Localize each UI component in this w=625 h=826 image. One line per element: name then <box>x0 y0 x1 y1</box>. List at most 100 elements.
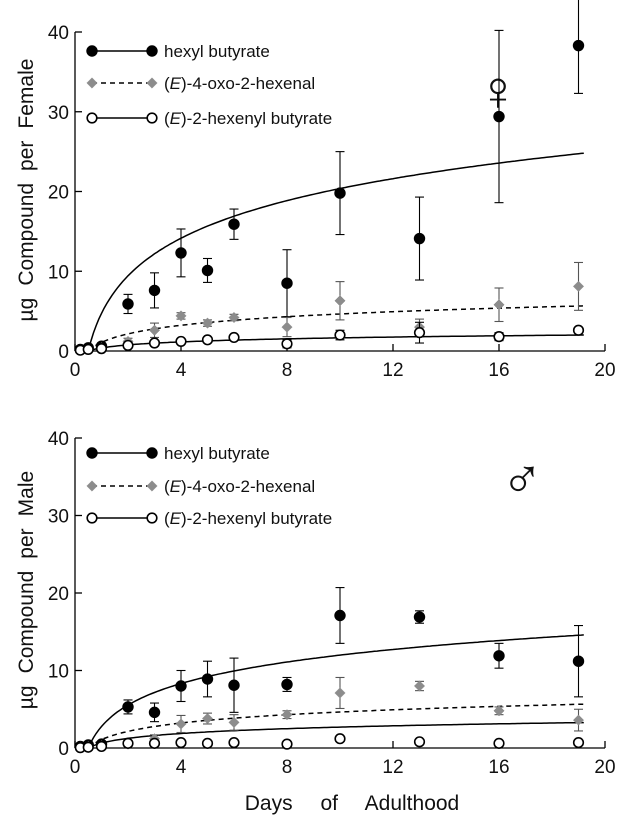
data-point <box>228 218 240 230</box>
data-point <box>228 736 240 749</box>
fit-curve <box>87 721 584 749</box>
data-point <box>572 714 585 726</box>
x-tick-label: 4 <box>176 360 187 381</box>
data-point <box>572 324 585 336</box>
data-point <box>175 335 187 348</box>
data-point <box>175 736 187 749</box>
data-point <box>413 611 426 623</box>
data-point <box>148 737 161 749</box>
data-point <box>281 277 293 289</box>
data-point <box>146 512 158 524</box>
data-point <box>122 298 134 310</box>
data-point <box>281 738 293 750</box>
data-point <box>281 338 293 350</box>
legend-label-part: E <box>170 509 182 528</box>
legend: hexyl butyrate(E)-4-oxo-2-hexenal(E)-2-h… <box>86 42 332 128</box>
legend-label: (E)-4-oxo-2-hexenal <box>164 74 315 93</box>
male-panel: 0 10 20 30 40 0 4 8 12 16 20 µg Compound per Male ♂ hexy… <box>15 429 616 778</box>
data-point <box>201 712 214 725</box>
data-point <box>228 679 240 691</box>
x-tick-label: 4 <box>176 757 187 778</box>
data-point <box>334 687 346 699</box>
data-point <box>493 331 505 343</box>
data-point <box>86 447 98 459</box>
legend-label-part: )-4-oxo-2-hexenal <box>181 74 315 93</box>
data-point <box>146 112 158 124</box>
data-point <box>175 247 187 259</box>
y-tick-label: 40 <box>48 429 69 450</box>
data-point <box>82 741 94 753</box>
y-tick-label: 10 <box>48 262 69 283</box>
y-axis-title-word: per <box>15 141 38 171</box>
legend-label: (E)-2-hexenyl butyrate <box>164 109 332 128</box>
data-point <box>148 706 161 719</box>
data-point <box>228 331 240 344</box>
x-tick-label: 0 <box>70 360 81 381</box>
x-tick-label: 8 <box>282 757 293 778</box>
data-point <box>413 736 426 748</box>
data-point <box>201 673 214 685</box>
data-point <box>493 705 505 717</box>
legend-label-part: E <box>170 74 182 93</box>
fit-curve <box>87 152 584 352</box>
data-point <box>413 680 426 692</box>
series-open-circle <box>74 321 585 356</box>
data-point <box>334 329 346 341</box>
legend: hexyl butyrate(E)-4-oxo-2-hexenal(E)-2-h… <box>86 444 332 528</box>
data-point <box>146 77 158 89</box>
legend-label-part: hexyl butyrate <box>164 444 270 463</box>
y-axis-title-word: Female <box>15 59 38 129</box>
y-tick-label: 30 <box>48 103 69 124</box>
legend-label-part: )-4-oxo-2-hexenal <box>181 477 315 496</box>
legend-label: (E)-2-hexenyl butyrate <box>164 509 332 528</box>
y-axis-title-word: Male <box>15 471 38 517</box>
y-axis-title-word: Compound <box>15 183 38 286</box>
data-point <box>493 299 505 311</box>
data-point <box>572 280 585 292</box>
x-axis-title-word: Adulthood <box>365 792 460 815</box>
series-open-circle <box>74 733 585 754</box>
x-tick-label: 16 <box>488 360 509 381</box>
x-tick-label: 12 <box>382 757 403 778</box>
data-point <box>95 740 108 753</box>
legend-label-part: )-2-hexenyl butyrate <box>181 109 332 128</box>
data-point <box>148 324 161 336</box>
y-axis-title-word: per <box>15 528 38 558</box>
y-tick-label: 20 <box>48 584 69 605</box>
data-point <box>146 480 158 492</box>
legend-label-part: ( <box>164 509 170 528</box>
legend-label-part: ( <box>164 74 170 93</box>
data-point <box>201 737 214 749</box>
data-point <box>95 343 108 355</box>
data-point <box>572 655 585 667</box>
data-point <box>146 447 158 459</box>
y-tick-label: 0 <box>58 342 69 363</box>
x-tick-label: 12 <box>382 360 403 381</box>
data-point <box>228 311 240 324</box>
male-symbol-icon: ♂ <box>501 447 543 510</box>
data-point <box>413 327 426 339</box>
data-point <box>122 339 134 352</box>
legend-label-part: E <box>170 477 182 496</box>
legend-label: hexyl butyrate <box>164 42 270 61</box>
y-tick-label: 0 <box>58 739 69 760</box>
data-point <box>146 45 158 57</box>
data-point <box>175 718 187 730</box>
y-axis-title: µg Compound per Female <box>15 59 38 322</box>
x-axis-title-word: of <box>320 792 338 815</box>
data-point <box>334 187 346 199</box>
data-point <box>175 680 187 692</box>
data-point <box>82 343 94 356</box>
data-point <box>493 110 505 123</box>
data-point <box>493 737 505 749</box>
data-point <box>281 321 293 333</box>
data-point <box>413 232 426 245</box>
y-axis-title: µg Compound per Male <box>15 471 38 709</box>
data-point <box>201 264 214 277</box>
x-axis-title-word: Days <box>245 792 293 815</box>
data-point <box>281 678 293 691</box>
data-point <box>281 709 293 721</box>
data-point <box>86 112 98 124</box>
x-tick-label: 20 <box>594 360 615 381</box>
y-tick-label: 30 <box>48 507 69 528</box>
